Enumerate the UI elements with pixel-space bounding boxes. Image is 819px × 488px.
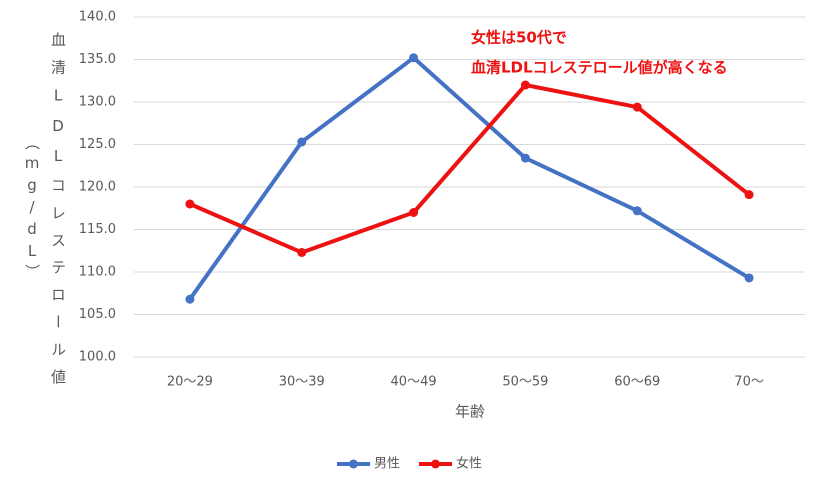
- point: [409, 208, 419, 217]
- x-axis-label: 年齢: [455, 403, 485, 421]
- series-line: [189, 83, 751, 255]
- point: [409, 53, 419, 63]
- point: [520, 80, 530, 90]
- y-tick-label: 135.0: [79, 52, 116, 67]
- legend-marker: [349, 459, 358, 469]
- y-tick-label: 110.0: [79, 265, 116, 280]
- y-tick-label: 140.0: [79, 10, 116, 25]
- x-tick-label: 50〜59: [502, 375, 548, 390]
- point: [744, 190, 754, 200]
- legend-label: 男性: [374, 457, 400, 472]
- x-tick-label: 70〜: [734, 375, 764, 390]
- annotation: 女性は50代で: [471, 29, 567, 47]
- x-tick-label: 40〜49: [391, 375, 437, 390]
- legend-marker: [431, 459, 440, 469]
- legend-label: 女性: [456, 456, 482, 472]
- point: [297, 137, 307, 147]
- y-axis-label: 血清LDLコレステロール値: [49, 32, 67, 396]
- series-line: [188, 55, 751, 301]
- y-tick-label: 105.0: [79, 307, 116, 322]
- y-tick-label: 125.0: [79, 137, 116, 152]
- x-tick-label: 20〜29: [167, 375, 213, 390]
- point: [632, 206, 642, 216]
- point: [520, 153, 530, 163]
- y-tick-label: 120.0: [79, 180, 116, 195]
- y-tick-label: 100.0: [79, 350, 116, 365]
- point: [185, 294, 195, 304]
- y-axis-unit: （mg/dL）: [23, 135, 41, 283]
- point: [185, 199, 195, 209]
- x-tick-label: 60〜69: [614, 375, 660, 390]
- point: [744, 273, 754, 283]
- y-tick-label: 130.0: [79, 95, 116, 110]
- y-tick-label: 115.0: [79, 222, 116, 237]
- annotation: 血清LDLコレステロール値が高くなる: [471, 59, 728, 77]
- point: [297, 247, 307, 257]
- point: [632, 102, 642, 112]
- x-tick-label: 30〜39: [279, 375, 325, 390]
